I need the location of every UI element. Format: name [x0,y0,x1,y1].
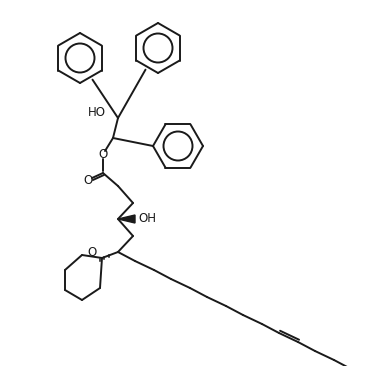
Polygon shape [118,215,135,223]
Text: O: O [88,246,96,258]
Text: O: O [83,173,93,187]
Text: O: O [98,147,108,161]
Text: HO: HO [88,107,106,120]
Text: OH: OH [138,213,156,225]
